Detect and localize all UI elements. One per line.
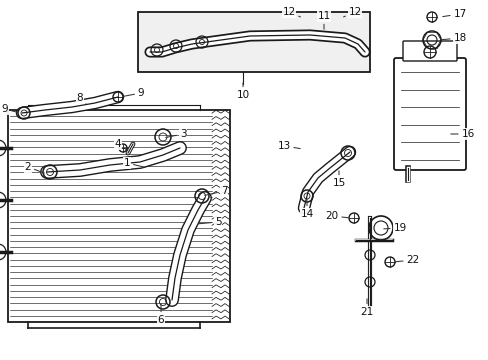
Text: 17: 17 <box>442 9 466 19</box>
Text: 6: 6 <box>157 304 164 325</box>
Text: 2: 2 <box>24 162 44 173</box>
Text: 21: 21 <box>360 299 373 317</box>
Bar <box>8 110 229 322</box>
FancyBboxPatch shape <box>402 41 456 61</box>
Text: 18: 18 <box>440 33 466 43</box>
Text: 15: 15 <box>332 171 345 188</box>
Text: 7: 7 <box>204 186 227 196</box>
Text: 9: 9 <box>122 88 144 98</box>
Text: 10: 10 <box>236 83 249 100</box>
Text: 8: 8 <box>77 93 86 104</box>
FancyBboxPatch shape <box>393 58 465 170</box>
Text: 12: 12 <box>282 7 300 17</box>
Text: 11: 11 <box>317 11 330 29</box>
Text: 20: 20 <box>325 211 347 221</box>
Text: 12: 12 <box>343 7 361 17</box>
Text: 1: 1 <box>123 158 145 168</box>
Text: 14: 14 <box>300 199 313 219</box>
Bar <box>138 12 369 72</box>
Text: 5: 5 <box>198 217 221 227</box>
Text: 4: 4 <box>115 139 127 150</box>
Text: 9: 9 <box>1 104 17 114</box>
Text: 22: 22 <box>395 255 419 265</box>
Text: 3: 3 <box>165 129 186 139</box>
Text: 13: 13 <box>277 141 300 151</box>
Text: 16: 16 <box>450 129 474 139</box>
Text: 19: 19 <box>383 223 406 233</box>
